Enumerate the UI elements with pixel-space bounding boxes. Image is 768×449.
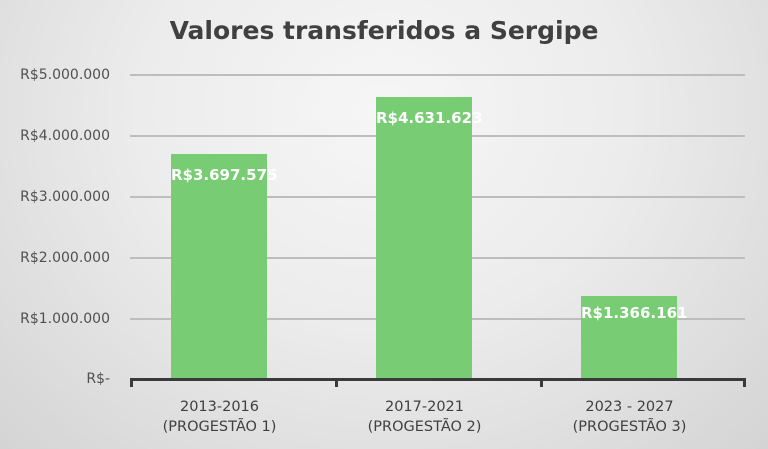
bar-progestao-2: R$4.631.623: [376, 97, 483, 379]
category-program: (PROGESTÃO 3): [572, 419, 687, 435]
ytick-label: R$1.000.000: [20, 311, 110, 327]
bar-data-label: R$1.366.161: [581, 304, 688, 322]
x-axis-tick: [335, 378, 338, 387]
bar-progestao-1: R$3.697.575: [171, 154, 278, 379]
ytick-label: R$5.000.000: [20, 67, 110, 83]
ytick-label: R$4.000.000: [20, 128, 110, 144]
x-category-label: 2023 - 2027 (PROGESTÃO 3): [527, 397, 732, 437]
category-program: (PROGESTÃO 2): [367, 419, 482, 435]
x-category-label: 2017-2021 (PROGESTÃO 2): [322, 397, 527, 437]
chart-title: Valores transferidos a Sergipe: [169, 16, 599, 45]
bar-data-label: R$4.631.623: [376, 109, 483, 127]
x-axis-tick: [130, 378, 133, 387]
gridline: [130, 74, 745, 76]
x-category-label: 2013-2016 (PROGESTÃO 1): [117, 397, 322, 437]
category-period: 2013-2016: [179, 399, 260, 415]
ytick-label: R$3.000.000: [20, 189, 110, 205]
x-axis-tick: [743, 378, 746, 387]
category-program: (PROGESTÃO 1): [162, 419, 277, 435]
category-period: 2017-2021: [384, 399, 465, 415]
ytick-label: R$2.000.000: [20, 250, 110, 266]
x-axis-line: [130, 378, 745, 381]
bar-data-label: R$3.697.575: [171, 166, 278, 184]
category-period: 2023 - 2027: [585, 399, 674, 415]
ytick-label: R$-: [86, 371, 110, 387]
x-axis-tick: [540, 378, 543, 387]
bar-progestao-3: R$1.366.161: [581, 296, 688, 379]
